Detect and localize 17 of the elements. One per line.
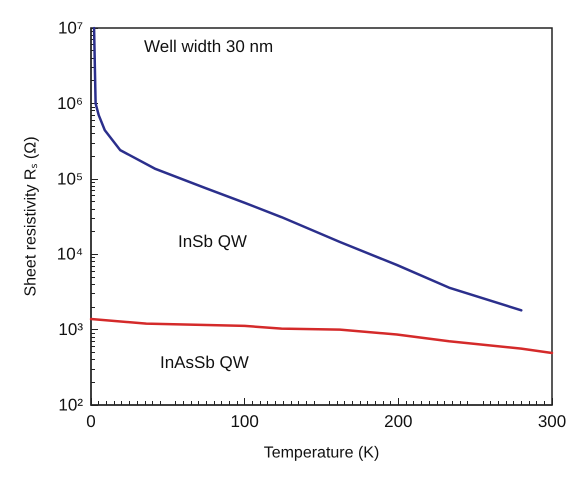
series-label: InSb QW — [178, 232, 247, 251]
y-tick-label: 10⁶ — [57, 94, 83, 113]
y-tick-label: 10⁷ — [58, 18, 83, 38]
x-axis-title: Temperature (K) — [264, 444, 380, 462]
series-label: InAsSb QW — [160, 353, 249, 372]
y-tick-label: 10² — [58, 396, 84, 414]
line-series — [90, 318, 554, 354]
y-tick-label: 10³ — [58, 320, 84, 340]
y-tick-label: 10⁴ — [56, 244, 83, 264]
x-tick-label: 100 — [230, 412, 259, 431]
line-series — [92, 26, 523, 312]
y-tick-label: 10⁵ — [57, 169, 83, 188]
annotation: Well width 30 nm — [144, 37, 274, 56]
x-tick-label: 0 — [86, 412, 96, 431]
x-tick-label: 200 — [384, 412, 413, 431]
x-tick-label: 300 — [538, 412, 566, 431]
y-axis-title: Sheet resistivity Rₛ (Ω) — [22, 136, 40, 297]
